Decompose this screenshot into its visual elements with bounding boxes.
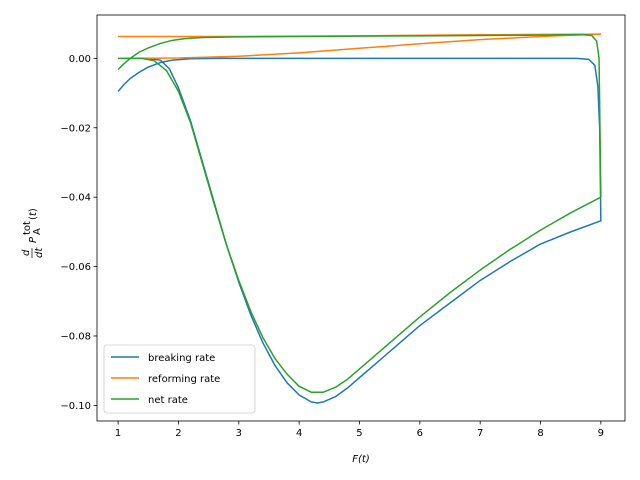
x-tick-label: 7 <box>477 428 483 439</box>
y-tick-label: −0.10 <box>60 401 91 412</box>
legend-label-net-rate: net rate <box>148 395 188 406</box>
y-tick-label: −0.08 <box>60 331 91 342</box>
x-tick-label: 5 <box>356 428 362 439</box>
x-tick-label: 3 <box>236 428 242 439</box>
series-line-net-rate-1 <box>117 34 602 198</box>
legend-box <box>103 344 256 414</box>
legend-label-reforming-rate: reforming rate <box>148 374 220 385</box>
x-tick-label: 8 <box>537 428 543 439</box>
legend: breaking rate reforming rate net rate <box>103 344 256 414</box>
x-tick-label: 1 <box>115 428 121 439</box>
y-tick-label: −0.06 <box>60 262 91 273</box>
svg-text:dt: dt <box>34 247 45 258</box>
svg-text:(t): (t) <box>28 208 39 220</box>
svg-text:tot: tot <box>22 221 33 235</box>
plot-area-frame <box>96 14 626 422</box>
y-axis-label: d dt P tot A (t) <box>21 208 45 258</box>
plot-lines <box>117 33 602 404</box>
y-tick-label: −0.02 <box>60 123 91 134</box>
y-tick-label: −0.04 <box>60 193 91 204</box>
x-tick-label: 9 <box>598 428 604 439</box>
x-tick-label: 6 <box>417 428 423 439</box>
series-net-rate <box>117 34 602 393</box>
series-line-breaking-rate-1 <box>117 57 602 222</box>
svg-text:A: A <box>32 228 43 235</box>
x-tick-label: 2 <box>175 428 181 439</box>
series-line-reforming-rate-2 <box>118 33 601 60</box>
svg-text:d: d <box>21 249 32 256</box>
legend-label-breaking-rate: breaking rate <box>148 353 215 364</box>
x-axis-label: F(t) <box>352 454 369 465</box>
y-axis-ticks: 0.00 −0.02 −0.04 −0.06 −0.08 −0.10 <box>60 54 97 412</box>
x-tick-label: 4 <box>296 428 302 439</box>
y-tick-label: 0.00 <box>69 54 91 65</box>
svg-text:F(t): F(t) <box>352 454 369 465</box>
x-axis-ticks: 1 2 3 4 5 6 7 8 9 <box>115 421 604 439</box>
svg-text:P: P <box>28 236 39 243</box>
series-line-net-rate-2 <box>118 57 602 393</box>
